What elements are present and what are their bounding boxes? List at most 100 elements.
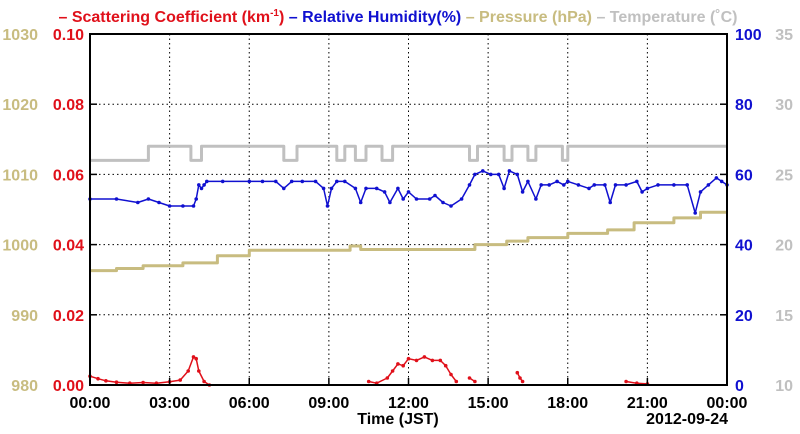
scattering-coefficient-point	[454, 379, 459, 384]
relative-humidity-point	[547, 183, 551, 187]
scattering-tick-label: 0.10	[53, 27, 84, 44]
relative-humidity-point	[181, 204, 185, 208]
relative-humidity-point	[459, 197, 464, 201]
relative-humidity-point	[414, 197, 419, 201]
relative-humidity-point	[539, 183, 543, 187]
legend-superscript: -1	[270, 8, 279, 19]
scattering-coefficient-point	[520, 379, 525, 384]
x-tick-label: 18:00	[547, 395, 588, 412]
scattering-coefficient-point	[202, 379, 206, 384]
relative-humidity-point	[489, 172, 493, 177]
x-tick-label: 15:00	[468, 395, 509, 412]
relative-humidity-point	[167, 204, 172, 208]
relative-humidity-point	[205, 179, 209, 184]
legend-unit: ˚C)	[715, 9, 737, 26]
legend-item-relative-humidity: – Relative Humidity(%)	[284, 9, 461, 26]
humidity-tick-label: 80	[735, 97, 753, 114]
relative-humidity-point	[289, 179, 294, 184]
scattering-coefficient-line	[368, 356, 457, 384]
relative-humidity-point	[406, 190, 411, 194]
relative-humidity-point	[467, 183, 472, 187]
scattering-coefficient-point	[430, 358, 435, 363]
legend-item-temperature: – Temperature (	[592, 9, 716, 26]
scattering-coefficient-point	[515, 370, 520, 375]
legend: – Scattering Coefficient (km-1) – Relati…	[58, 8, 737, 26]
relative-humidity-point	[587, 186, 591, 191]
x-axis-label: Time (JST)	[357, 411, 439, 428]
scattering-coefficient-point	[141, 380, 145, 385]
temperature-tick-label: 25	[775, 167, 793, 184]
temperature-tick-label: 30	[775, 97, 793, 114]
relative-humidity-point	[325, 204, 330, 208]
relative-humidity-point	[645, 186, 650, 191]
relative-humidity-point	[635, 179, 639, 184]
scattering-coefficient-point	[191, 355, 196, 359]
relative-humidity-point	[685, 183, 689, 187]
scattering-coefficient-point	[186, 369, 190, 373]
pressure-tick-label: 1000	[2, 238, 38, 255]
left-axes: 980 990 1000 1010 1020 1030 0.00 0.02 0.04 0.06 0.…	[2, 27, 727, 395]
x-tick-label: 00:00	[707, 395, 748, 412]
temperature-line	[90, 144, 727, 162]
date-label: 2012-09-24	[646, 411, 728, 428]
relative-humidity-line	[90, 170, 728, 214]
scattering-coefficient-point	[396, 362, 400, 366]
relative-humidity-point	[114, 197, 119, 201]
legend-item-scattering-coefficient-km: – Scattering Coefficient (km	[58, 9, 270, 26]
temperature-tick-label: 10	[775, 378, 793, 395]
relative-humidity-point	[693, 211, 697, 215]
relative-humidity-point	[496, 172, 501, 177]
relative-humidity-point	[520, 190, 525, 194]
scattering-coefficient-point	[443, 363, 448, 368]
x-axis: 00:00 03:00 06:00 09:00 12:00 15:00 18:00 21:00…	[70, 378, 748, 412]
scattering-coefficient-point	[178, 378, 182, 382]
relative-humidity-point	[329, 186, 334, 191]
relative-humidity-point	[608, 200, 612, 205]
scattering-tick-label: 0.00	[53, 378, 84, 395]
temperature-tick-label: 20	[775, 238, 793, 255]
relative-humidity-point	[274, 179, 278, 184]
relative-humidity-point	[199, 186, 204, 191]
pressure-tick-label: 1020	[2, 97, 38, 114]
relative-humidity-point	[358, 200, 363, 205]
relative-humidity-point	[624, 183, 628, 187]
relative-humidity-point	[698, 190, 703, 194]
x-tick-label: 03:00	[149, 395, 190, 412]
relative-humidity-point	[555, 179, 559, 184]
relative-humidity-point	[640, 190, 644, 194]
legend-text: – Scattering Coefficient (km-1) – Relati…	[58, 8, 737, 26]
relative-humidity-point	[382, 190, 387, 194]
humidity-tick-label: 60	[735, 167, 753, 184]
pressure-line	[90, 210, 727, 273]
pressure-tick-label: 1010	[2, 167, 38, 184]
x-tick-label: 06:00	[229, 395, 270, 412]
relative-humidity-point	[502, 186, 506, 191]
relative-humidity-point	[401, 197, 406, 201]
relative-humidity-point	[714, 176, 719, 180]
relative-humidity-point	[481, 169, 485, 173]
scattering-coefficient-point	[401, 363, 406, 368]
relative-humidity-point	[220, 179, 225, 184]
relative-humidity-point	[247, 179, 252, 184]
relative-humidity-point	[300, 179, 305, 184]
scattering-tick-label: 0.08	[53, 97, 84, 114]
relative-humidity-point	[515, 172, 520, 177]
scattering-coefficient-point	[385, 376, 390, 380]
scattering-coefficient-point	[422, 355, 427, 359]
relative-humidity-point	[449, 204, 453, 208]
scattering-coefficient-point	[197, 369, 201, 373]
scattering-tick-label: 0.06	[53, 167, 84, 184]
scattering-coefficient-point	[438, 358, 443, 363]
scattering-coefficient-point	[449, 372, 453, 377]
scattering-coefficient-point	[414, 358, 419, 363]
legend-item-pressure-hpa: – Pressure (hPa)	[461, 9, 592, 26]
scattering-coefficient-point	[518, 376, 522, 380]
relative-humidity-point	[507, 169, 512, 173]
relative-humidity-point	[473, 172, 477, 177]
relative-humidity-point	[566, 179, 570, 184]
relative-humidity-point	[146, 197, 151, 201]
relative-humidity-point	[719, 179, 724, 184]
x-tick-label: 12:00	[388, 395, 429, 412]
scattering-coefficient-point	[104, 379, 108, 383]
